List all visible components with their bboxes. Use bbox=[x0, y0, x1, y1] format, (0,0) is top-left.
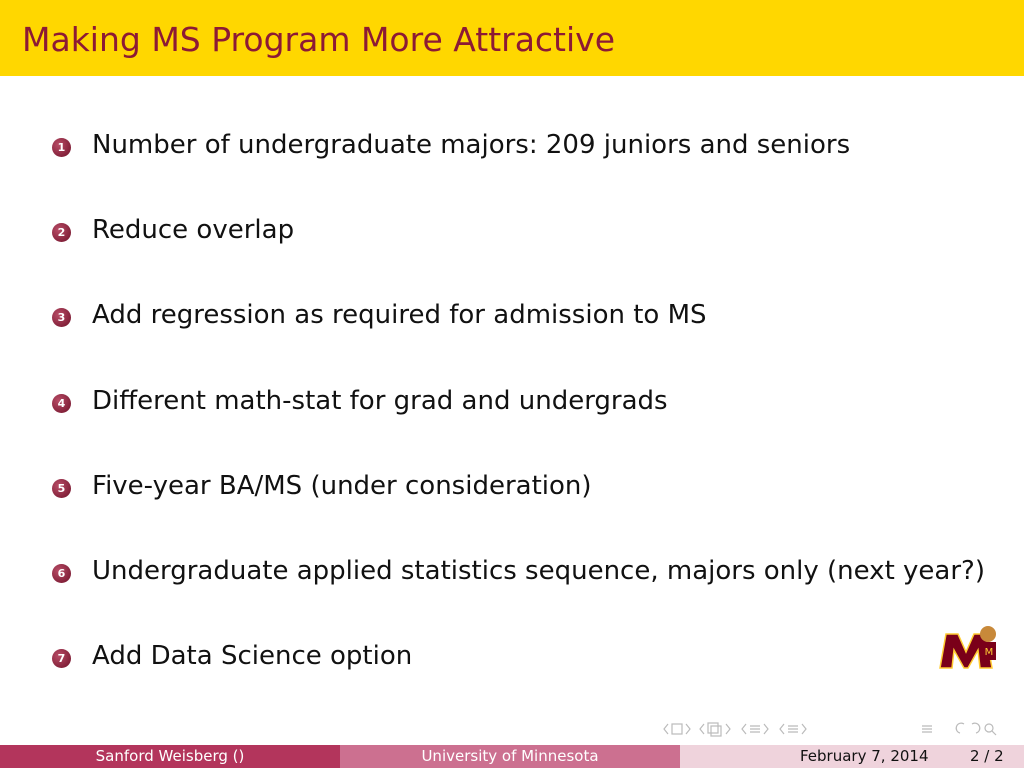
item-number: 7 bbox=[52, 649, 71, 669]
list-item: 2 Reduce overlap bbox=[0, 212, 1024, 252]
footer-institution: University of Minnesota bbox=[340, 745, 680, 768]
header-bar: Making MS Program More Attractive bbox=[0, 0, 1024, 76]
navigation-symbols bbox=[663, 722, 997, 737]
list-item: 5 Five-year BA/MS (under consideration) bbox=[0, 468, 1024, 508]
slide-title: Making MS Program More Attractive bbox=[22, 20, 616, 59]
item-text: Undergraduate applied statistics sequenc… bbox=[92, 556, 985, 586]
footer-right: February 7, 2014 2 / 2 bbox=[680, 745, 1024, 768]
item-text: Five-year BA/MS (under consideration) bbox=[92, 470, 592, 501]
list-item: 7 Add Data Science option bbox=[0, 638, 1024, 678]
list-item: 1 Number of undergraduate majors: 209 jun… bbox=[0, 127, 1024, 167]
item-text: Add regression as required for admission… bbox=[92, 300, 707, 331]
item-text: Number of undergraduate majors: 209 juni… bbox=[92, 130, 851, 160]
item-number: 6 bbox=[52, 564, 71, 583]
item-number: 3 bbox=[52, 308, 71, 328]
footer-date: February 7, 2014 bbox=[800, 747, 929, 765]
university-logo: M bbox=[939, 626, 996, 669]
list-item: 6 Undergraduate applied statistics sequen… bbox=[0, 553, 1024, 593]
item-number: 1 bbox=[52, 138, 71, 157]
list-item: 3 Add regression as required for admissio… bbox=[0, 297, 1024, 337]
item-text: Reduce overlap bbox=[92, 215, 295, 246]
footer-bar: Sanford Weisberg () University of Minnes… bbox=[0, 745, 1024, 768]
footer-page: 2 / 2 bbox=[970, 747, 1004, 765]
item-number: 4 bbox=[52, 393, 71, 413]
list-item: 4 Different math-stat for grad and underg… bbox=[0, 383, 1024, 423]
footer-author: Sanford Weisberg () bbox=[0, 745, 340, 768]
svg-text:M: M bbox=[985, 647, 994, 658]
item-number: 5 bbox=[52, 478, 71, 498]
item-number: 2 bbox=[52, 223, 71, 243]
item-text: Different math-stat for grad and undergr… bbox=[92, 385, 668, 416]
item-text: Add Data Science option bbox=[92, 641, 413, 672]
